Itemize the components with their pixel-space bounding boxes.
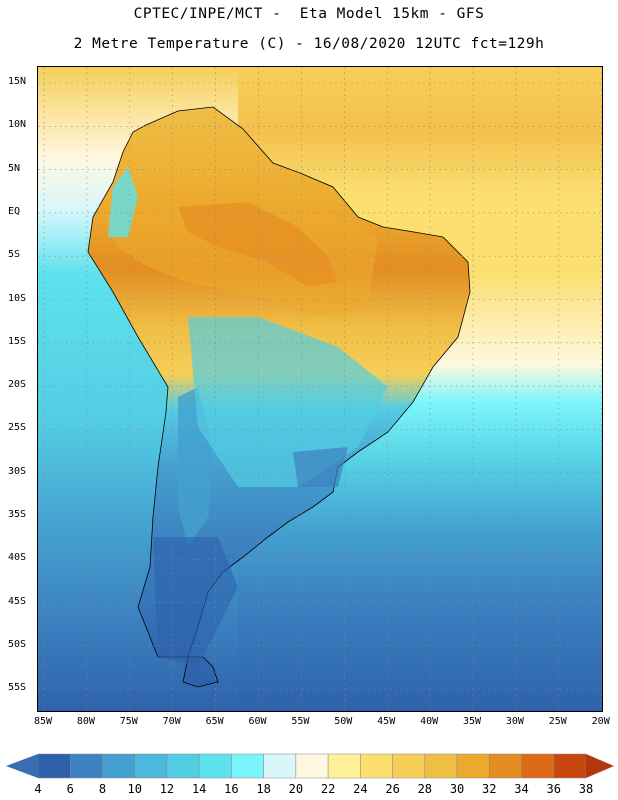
colorbar-swatch [456,753,490,779]
colorbar-swatch [134,753,168,779]
colorbar-swatch [198,753,232,779]
colorbar-swatch [166,753,200,779]
colorbar-swatch [489,753,522,779]
temperature-colorbar [6,753,614,779]
colorbar-tick-label: 30 [449,782,465,796]
lon-label: 50W [334,716,353,727]
lon-label: 60W [248,716,267,727]
lat-label: 15S [8,335,27,347]
lat-label: 10N [8,119,27,131]
colorbar-swatch [360,753,393,779]
colorbar-tick-label: 22 [320,782,336,796]
lon-label: 65W [205,716,224,727]
lon-label: 70W [162,716,181,727]
colorbar-tick-label: 10 [127,782,142,796]
colorbar-tick-label: 18 [256,782,271,796]
lat-label: 5S [8,249,21,261]
colorbar-tick-label: 4 [34,782,42,796]
lat-label: 50S [8,638,27,650]
temperature-field-map [38,67,602,711]
colorbar-tick-label: 8 [98,782,107,796]
lon-label: 35W [462,716,482,727]
lon-label: 75W [119,716,138,727]
map-title: CPTEC/INPE/MCT - Eta Model 15km - GFS [133,6,485,22]
colorbar-swatch [295,753,329,779]
colorbar-low-arrow [6,754,38,778]
colorbar-swatch [69,753,103,779]
lat-label: 35S [8,509,27,520]
colorbar-tick-label: 26 [385,782,400,796]
lat-label: 40S [8,552,27,564]
lon-label: 85W [33,716,53,727]
colorbar-tick-label: 24 [353,782,368,796]
colorbar-swatch [231,753,264,779]
colorbar-swatch [424,753,458,779]
colorbar-tick-label: 32 [482,782,497,796]
map-panel [37,66,603,712]
lat-label: EQ [8,205,21,217]
lon-label: 80W [76,716,95,727]
lat-label: 55S [8,682,27,694]
lat-label: 25S [8,422,27,434]
lon-label: 30W [505,716,524,727]
colorbar-tick-label: 20 [288,782,304,796]
lon-label: 55W [291,716,310,727]
colorbar-tick-label: 36 [546,782,561,796]
lon-label: 45W [377,716,396,727]
colorbar-swatch [327,753,361,779]
colorbar-swatch [263,753,297,779]
lat-label: 10S [8,292,27,304]
colorbar-tick-label: 28 [417,782,433,796]
lat-label: 20S [8,379,27,391]
colorbar-tick-label: 34 [514,782,529,796]
colorbar-swatch [392,753,426,779]
colorbar-tick-label: 6 [66,782,74,796]
colorbar-swatch [102,753,135,779]
colorbar-swatch [37,753,71,779]
colorbar-tick-label: 16 [224,782,239,796]
lon-label: 40W [420,716,439,727]
lon-label: 20W [591,716,610,727]
colorbar-swatch [553,753,587,779]
lat-label: 45S [8,595,27,607]
colorbar-tick-label: 12 [159,782,175,796]
lon-label: 25W [548,716,567,727]
lat-label: 15N [8,76,27,87]
lat-label: 5N [8,162,21,174]
lat-label: 30S [8,465,27,477]
colorbar-tick-label: 14 [191,782,207,796]
colorbar-swatch [521,753,555,779]
colorbar-tick-label: 38 [578,782,594,796]
colorbar-high-arrow [586,754,614,778]
map-subtitle: 2 Metre Temperature (C) - 16/08/2020 12U… [73,36,545,52]
